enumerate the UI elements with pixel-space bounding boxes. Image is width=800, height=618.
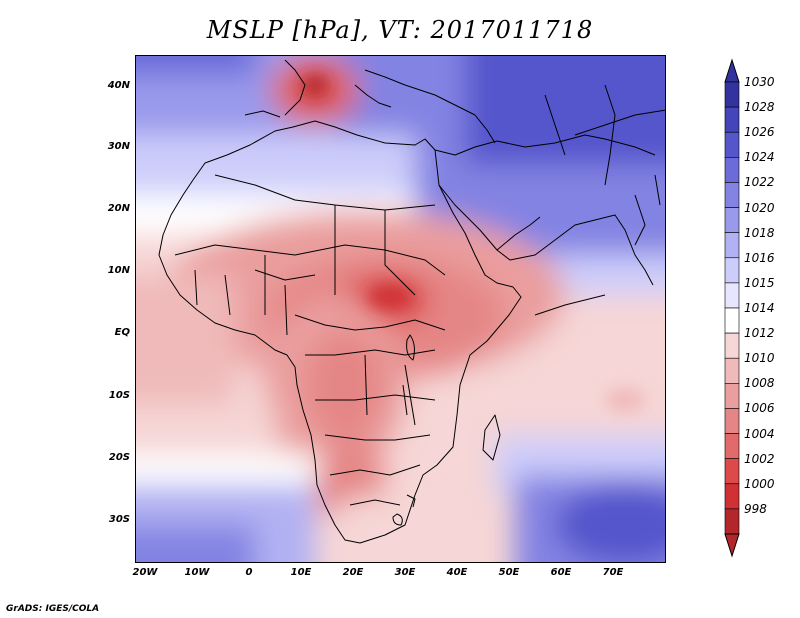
colorbar-box-1008 bbox=[724, 383, 740, 409]
lat-label-30n: 30N bbox=[107, 141, 130, 152]
colorbar-label-1002: 1002 bbox=[744, 451, 775, 466]
colorbar-box-1015 bbox=[724, 282, 740, 309]
lon-label-10e: 10E bbox=[290, 567, 312, 578]
colorbar-label-1014: 1014 bbox=[744, 301, 775, 315]
map-frame bbox=[135, 55, 666, 563]
colorbar-box-1030 bbox=[724, 81, 740, 108]
colorbar-box-1016 bbox=[724, 257, 740, 284]
lon-label-20w: 20W bbox=[132, 567, 158, 578]
colorbar-box-1004 bbox=[724, 433, 740, 459]
colorbar-box-1022 bbox=[724, 182, 740, 208]
pressure-field bbox=[135, 55, 666, 563]
lat-label-20s: 20S bbox=[108, 452, 130, 463]
lat-label-10s: 10S bbox=[108, 390, 130, 401]
lat-label-40n: 40N bbox=[107, 80, 130, 91]
colorbar-label-1020: 1020 bbox=[744, 200, 775, 215]
colorbar-box-1026 bbox=[724, 131, 740, 158]
colorbar-label-1022: 1022 bbox=[744, 175, 775, 190]
colorbar-label-1000: 1000 bbox=[744, 476, 775, 491]
lat-label-20n: 20N bbox=[107, 203, 130, 214]
colorbar-label-1015: 1015 bbox=[744, 275, 775, 290]
coastlines bbox=[158, 59, 666, 544]
colorbar-box-1002 bbox=[724, 458, 740, 485]
colorbar-bottom-arrow bbox=[724, 533, 740, 558]
colorbar-box-1024 bbox=[724, 157, 740, 183]
lat-label-eq: EQ bbox=[114, 327, 130, 338]
colorbar-top-arrow bbox=[724, 58, 740, 83]
colorbar-label-1030: 1030 bbox=[744, 75, 775, 89]
lon-label-0: 0 bbox=[245, 567, 253, 578]
lat-label-30s: 30S bbox=[108, 514, 130, 525]
colorbar-box-1018 bbox=[724, 232, 740, 259]
colorbar-label-1010: 1010 bbox=[744, 351, 775, 366]
lon-label-50e: 50E bbox=[498, 567, 520, 578]
colorbar-label-1006: 1006 bbox=[744, 401, 775, 416]
colorbar-box-1006 bbox=[724, 408, 740, 434]
chart-title: MSLP [hPa], VT: 2017011718 bbox=[206, 16, 594, 44]
colorbar-box-1000 bbox=[724, 483, 740, 510]
colorbar-box-1014 bbox=[724, 307, 740, 334]
colorbar-box-1028 bbox=[724, 106, 740, 133]
colorbar-label-1004: 1004 bbox=[744, 426, 775, 441]
pressure-field-detail bbox=[303, 75, 645, 412]
colorbar-label-1008: 1008 bbox=[744, 376, 775, 391]
lat-label-10n: 10N bbox=[107, 265, 130, 276]
colorbar-label-998: 998 bbox=[744, 501, 767, 516]
lon-label-40e: 40E bbox=[446, 567, 468, 578]
credit-text: GrADS: IGES/COLA bbox=[6, 604, 100, 614]
colorbar-label-1018: 1018 bbox=[744, 225, 775, 240]
lon-label-10w: 10W bbox=[184, 567, 210, 578]
lon-label-30e: 30E bbox=[394, 567, 416, 578]
colorbar-box-1020 bbox=[724, 207, 740, 233]
lon-label-20e: 20E bbox=[342, 567, 364, 578]
colorbar-label-1012: 1012 bbox=[744, 326, 775, 341]
colorbar-label-1024: 1024 bbox=[744, 150, 775, 165]
mslp-map bbox=[135, 55, 666, 563]
colorbar-label-1026: 1026 bbox=[744, 125, 775, 140]
colorbar-box-1010 bbox=[724, 357, 740, 384]
lon-label-60e: 60E bbox=[550, 567, 572, 578]
colorbar-boxes bbox=[724, 58, 740, 558]
colorbar-box-1012 bbox=[724, 332, 740, 359]
colorbar-box-998 bbox=[724, 508, 740, 535]
lon-label-70e: 70E bbox=[602, 567, 624, 578]
colorbar-label-1028: 1028 bbox=[744, 100, 775, 115]
colorbar-label-1016: 1016 bbox=[744, 250, 775, 265]
map-panel bbox=[135, 55, 666, 563]
